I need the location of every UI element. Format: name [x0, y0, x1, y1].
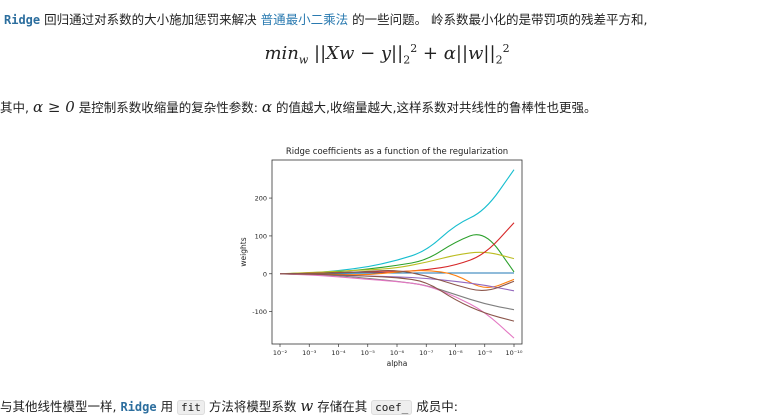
paragraph-1-text-a: 回归通过对系数的大小施加惩罚来解决	[40, 12, 261, 27]
formula-min-sub: w	[298, 53, 309, 67]
paragraph-3: 与其他线性模型一样, Ridge 用 fit 方法将模型系数 w 存储在其 co…	[0, 396, 774, 418]
y-axis-ticks: 200 100 0 -100	[252, 195, 272, 316]
w-symbol: w	[300, 397, 314, 415]
paragraph-2-text-a: 其中,	[0, 100, 29, 115]
series-line-0	[279, 169, 515, 275]
chart-svg: Ridge coefficients as a function of the …	[239, 147, 523, 368]
ridge-code[interactable]: Ridge	[4, 13, 41, 27]
formula-plus-alpha: + α||w||	[417, 43, 496, 64]
paragraph-2: 其中, α ≥ 0 是控制系数收缩量的复杂性参数: α 的值越大,收缩量越大,这…	[0, 97, 774, 118]
x-tick-label: 10⁻³	[302, 349, 317, 357]
y-tick-label: 0	[263, 270, 267, 278]
y-tick-label: 100	[255, 232, 267, 240]
x-tick-label: 10⁻⁸	[448, 349, 463, 357]
paragraph-3-text-b: 用	[156, 399, 178, 414]
alpha-symbol: α	[261, 98, 273, 116]
formula-sub2: 2	[403, 53, 411, 67]
series-lines	[279, 169, 515, 339]
paragraph-1: Ridge 回归通过对系数的大小施加惩罚来解决 普通最小二乘法 的一些问题。 岭…	[4, 10, 774, 30]
paragraph-3-text-e: 成员中:	[412, 399, 458, 414]
formula-min: min	[264, 43, 299, 64]
y-tick-label: 200	[255, 195, 267, 203]
x-tick-label: 10⁻⁷	[419, 349, 434, 357]
paragraph-2-text-b: 是控制系数收缩量的复杂性参数:	[74, 100, 258, 115]
paragraph-3-text-c: 方法将模型系数	[204, 399, 301, 414]
paragraph-1-text-b: 的一些问题。 岭系数最小化的是带罚项的残差平方和,	[348, 12, 648, 27]
ols-link[interactable]: 普通最小二乘法	[260, 12, 349, 27]
x-tick-label: 10⁻²	[273, 349, 288, 357]
series-line-3	[279, 222, 515, 275]
series-line-7	[279, 270, 515, 291]
series-line-10	[279, 273, 515, 322]
paragraph-3-text-a: 与其他线性模型一样,	[0, 399, 117, 414]
formula-sup2: 2	[410, 42, 418, 55]
formula-expr-left: ||Xw − y||	[314, 43, 404, 64]
alpha-constraint: α ≥ 0	[32, 98, 75, 116]
x-tick-label: 10⁻⁹	[478, 349, 493, 357]
x-tick-label: 10⁻⁴	[331, 349, 346, 357]
x-axis-label: alpha	[387, 359, 408, 368]
formula-sup3: 2	[502, 42, 510, 55]
x-tick-label: 10⁻¹⁰	[506, 349, 523, 357]
fit-code: fit	[177, 400, 205, 415]
coef-code: coef_	[371, 400, 413, 415]
series-line-9	[279, 273, 515, 339]
y-tick-label: -100	[252, 308, 267, 316]
x-axis-ticks: 10⁻² 10⁻³ 10⁻⁴ 10⁻⁵ 10⁻⁶ 10⁻⁷ 10⁻⁸ 10⁻⁹ 10⁻¹⁰	[273, 344, 523, 357]
x-tick-label: 10⁻⁶	[390, 349, 405, 357]
series-line-6	[279, 273, 515, 292]
paragraph-2-text-c: 的值越大,收缩量越大,这样系数对共线性的鲁棒性也更强。	[272, 100, 597, 115]
y-axis-label: weights	[239, 237, 248, 266]
formula-sub3: 2	[495, 53, 503, 67]
ridge-coefficients-chart: Ridge coefficients as a function of the …	[232, 140, 532, 380]
chart-title: Ridge coefficients as a function of the …	[286, 147, 508, 157]
ridge-code-2[interactable]: Ridge	[120, 400, 157, 414]
series-line-2	[279, 251, 515, 275]
series-line-8	[279, 273, 515, 311]
paragraph-3-text-d: 存储在其	[313, 399, 372, 414]
ridge-objective-formula: minw ||Xw − y||22 + α||w||22	[0, 42, 774, 67]
x-tick-label: 10⁻⁵	[361, 349, 376, 357]
